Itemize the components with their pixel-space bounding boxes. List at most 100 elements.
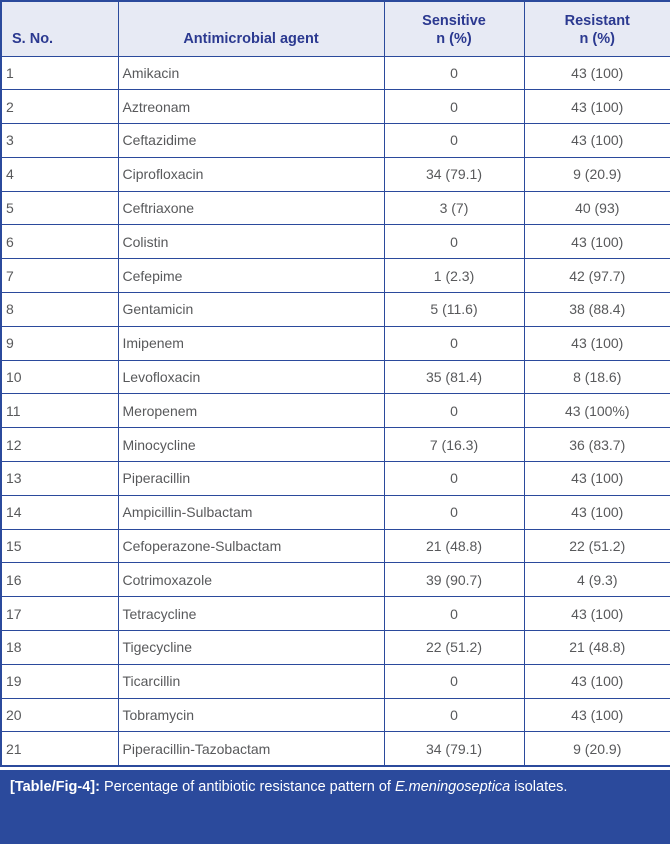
table-row: 17 Tetracycline 0 43 (100): [0, 596, 670, 632]
cell-resistant: 43 (100): [523, 697, 670, 733]
cell-sno: 18: [0, 630, 119, 665]
cell-resistant: 42 (97.7): [523, 258, 670, 294]
cell-sensitive: 1 (2.3): [383, 258, 525, 294]
cell-agent: Amikacin: [117, 55, 385, 91]
column-sublabel: n (%): [579, 31, 615, 48]
table-row: 21 Piperacillin-Tazobactam 34 (79.1) 9 (20.…: [0, 731, 670, 767]
table-row: 11 Meropenem 0 43 (100%): [0, 393, 670, 429]
table-row: 5 Ceftriaxone 3 (7) 40 (93): [0, 190, 670, 226]
table-row: 13 Piperacillin 0 43 (100): [0, 461, 670, 496]
cell-sno: 16: [0, 562, 119, 598]
cell-resistant: 43 (100): [523, 663, 670, 699]
cell-agent: Cefoperazone-Sulbactam: [117, 528, 385, 564]
antibiotic-resistance-table: S. No. Antimicrobial agent Sensitive n (%) R…: [0, 0, 670, 767]
cell-sensitive: 0: [383, 123, 525, 158]
cell-agent: Minocycline: [117, 427, 385, 463]
cell-sno: 9: [0, 325, 119, 361]
cell-sensitive: 0: [383, 596, 525, 632]
cell-resistant: 22 (51.2): [523, 528, 670, 564]
caption-label: [Table/Fig-4]:: [10, 778, 100, 795]
cell-agent: Gentamicin: [117, 292, 385, 327]
cell-sensitive: 39 (90.7): [383, 562, 525, 598]
header-row: S. No. Antimicrobial agent Sensitive n (%) R…: [0, 0, 670, 57]
cell-resistant: 8 (18.6): [523, 359, 670, 395]
cell-agent: Tobramycin: [117, 697, 385, 733]
cell-resistant: 38 (88.4): [523, 292, 670, 327]
cell-resistant: 43 (100): [523, 325, 670, 361]
cell-sensitive: 0: [383, 697, 525, 733]
cell-sensitive: 0: [383, 393, 525, 429]
cell-sno: 2: [0, 89, 119, 125]
cell-resistant: 9 (20.9): [523, 731, 670, 767]
cell-agent: Piperacillin-Tazobactam: [117, 731, 385, 767]
cell-sensitive: 5 (11.6): [383, 292, 525, 327]
table-row: 2 Aztreonam 0 43 (100): [0, 89, 670, 125]
cell-sno: 20: [0, 697, 119, 733]
cell-resistant: 43 (100%): [523, 393, 670, 429]
column-label: Resistant: [564, 13, 630, 30]
cell-agent: Tetracycline: [117, 596, 385, 632]
caption-species-name: E.meningoseptica: [394, 778, 511, 795]
table-row: 4 Ciprofloxacin 34 (79.1) 9 (20.9): [0, 156, 670, 192]
cell-resistant: 36 (83.7): [523, 427, 670, 463]
cell-sno: 19: [0, 663, 119, 699]
cell-resistant: 43 (100): [523, 123, 670, 158]
column-header-sno: S. No.: [0, 0, 119, 57]
column-label: S. No.: [12, 31, 54, 48]
cell-resistant: 43 (100): [523, 89, 670, 125]
caption-text: Percentage of antibiotic resistance patt…: [99, 778, 395, 795]
cell-sensitive: 0: [383, 89, 525, 125]
table-row: 6 Colistin 0 43 (100): [0, 224, 670, 260]
cell-resistant: 9 (20.9): [523, 156, 670, 192]
cell-sno: 1: [0, 55, 119, 91]
column-label: Antimicrobial agent: [183, 31, 319, 48]
cell-sensitive: 3 (7): [383, 190, 525, 226]
cell-sno: 10: [0, 359, 119, 395]
cell-resistant: 40 (93): [523, 190, 670, 226]
cell-sensitive: 7 (16.3): [383, 427, 525, 463]
cell-agent: Ciprofloxacin: [117, 156, 385, 192]
cell-agent: Tigecycline: [117, 630, 385, 665]
column-header-resistant: Resistant n (%): [523, 0, 670, 57]
cell-sensitive: 34 (79.1): [383, 156, 525, 192]
cell-sno: 11: [0, 393, 119, 429]
cell-agent: Ticarcillin: [117, 663, 385, 699]
cell-sno: 14: [0, 494, 119, 530]
cell-sensitive: 0: [383, 325, 525, 361]
cell-sno: 13: [0, 461, 119, 496]
cell-resistant: 43 (100): [523, 596, 670, 632]
table-row: 19 Ticarcillin 0 43 (100): [0, 663, 670, 699]
cell-sensitive: 34 (79.1): [383, 731, 525, 767]
table-body: 1 Amikacin 0 43 (100) 2 Aztreonam 0 43 (100) 3 Ce…: [0, 55, 670, 767]
cell-agent: Cotrimoxazole: [117, 562, 385, 598]
cell-agent: Colistin: [117, 224, 385, 260]
cell-sno: 3: [0, 123, 119, 158]
cell-sensitive: 21 (48.8): [383, 528, 525, 564]
table-row: 3 Ceftazidime 0 43 (100): [0, 123, 670, 158]
table-row: 12 Minocycline 7 (16.3) 36 (83.7): [0, 427, 670, 463]
column-label: Sensitive: [422, 13, 486, 30]
cell-sensitive: 22 (51.2): [383, 630, 525, 665]
cell-agent: Cefepime: [117, 258, 385, 294]
cell-sno: 15: [0, 528, 119, 564]
cell-resistant: 21 (48.8): [523, 630, 670, 665]
table-header: S. No. Antimicrobial agent Sensitive n (%) R…: [0, 0, 670, 57]
cell-resistant: 43 (100): [523, 461, 670, 496]
cell-sensitive: 0: [383, 663, 525, 699]
cell-sno: 17: [0, 596, 119, 632]
cell-sno: 21: [0, 731, 119, 767]
column-header-agent: Antimicrobial agent: [117, 0, 385, 57]
table-row: 10 Levofloxacin 35 (81.4) 8 (18.6): [0, 359, 670, 395]
table-row: 18 Tigecycline 22 (51.2) 21 (48.8): [0, 630, 670, 665]
table-row: 9 Imipenem 0 43 (100): [0, 325, 670, 361]
cell-agent: Imipenem: [117, 325, 385, 361]
cell-sensitive: 0: [383, 494, 525, 530]
cell-sensitive: 35 (81.4): [383, 359, 525, 395]
cell-agent: Ampicillin-Sulbactam: [117, 494, 385, 530]
cell-agent: Ceftriaxone: [117, 190, 385, 226]
cell-sensitive: 0: [383, 224, 525, 260]
cell-agent: Aztreonam: [117, 89, 385, 125]
table-row: 7 Cefepime 1 (2.3) 42 (97.7): [0, 258, 670, 294]
cell-agent: Ceftazidime: [117, 123, 385, 158]
